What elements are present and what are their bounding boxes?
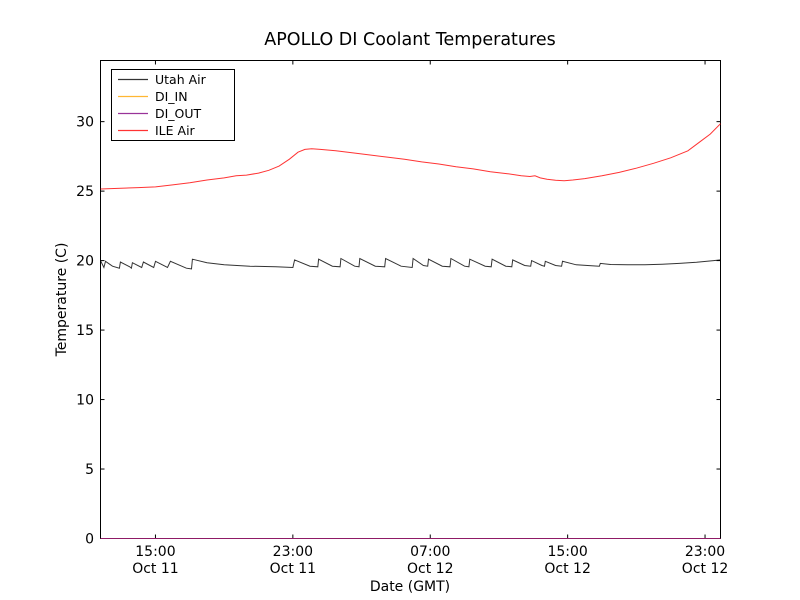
y-tick-label: 10 [76, 393, 94, 409]
x-tick-label-time: 07:00 [410, 544, 450, 560]
legend-label-di-in: DI_IN [155, 89, 188, 104]
y-tick-label: 30 [76, 115, 94, 131]
y-tick-label: 5 [85, 462, 94, 478]
y-axis: 0 5 10 15 20 25 30 [76, 115, 721, 548]
x-tick-label-time: 15:00 [135, 544, 175, 560]
x-tick-label-date: Oct 12 [407, 561, 453, 577]
x-tick-label-date: Oct 12 [682, 561, 728, 577]
legend-label-ile-air: ILE Air [155, 123, 196, 138]
x-tick-label-date: Oct 11 [132, 561, 178, 577]
legend-box [111, 69, 235, 141]
x-tick-label-date: Oct 11 [270, 561, 316, 577]
x-axis-label: Date (GMT) [370, 579, 450, 595]
legend-label-di-out: DI_OUT [155, 106, 202, 121]
y-tick-label: 25 [76, 184, 94, 200]
series-line-utah-air [100, 257, 721, 270]
y-axis-label: Temperature (C) [54, 243, 70, 358]
y-tick-label: 20 [76, 254, 94, 270]
legend: Utah Air DI_IN DI_OUT ILE Air [111, 69, 235, 141]
x-tick-label-time: 23:00 [273, 544, 313, 560]
chart-title: APOLLO DI Coolant Temperatures [264, 30, 555, 50]
x-tick-label-time: 15:00 [547, 544, 587, 560]
series-lines [100, 123, 721, 539]
legend-label-utah-air: Utah Air [155, 72, 207, 87]
y-tick-label: 0 [85, 532, 94, 548]
series-line-ile-air [100, 123, 721, 190]
y-tick-label: 15 [76, 323, 94, 339]
x-tick-label-date: Oct 12 [544, 561, 590, 577]
x-tick-label-time: 23:00 [685, 544, 725, 560]
